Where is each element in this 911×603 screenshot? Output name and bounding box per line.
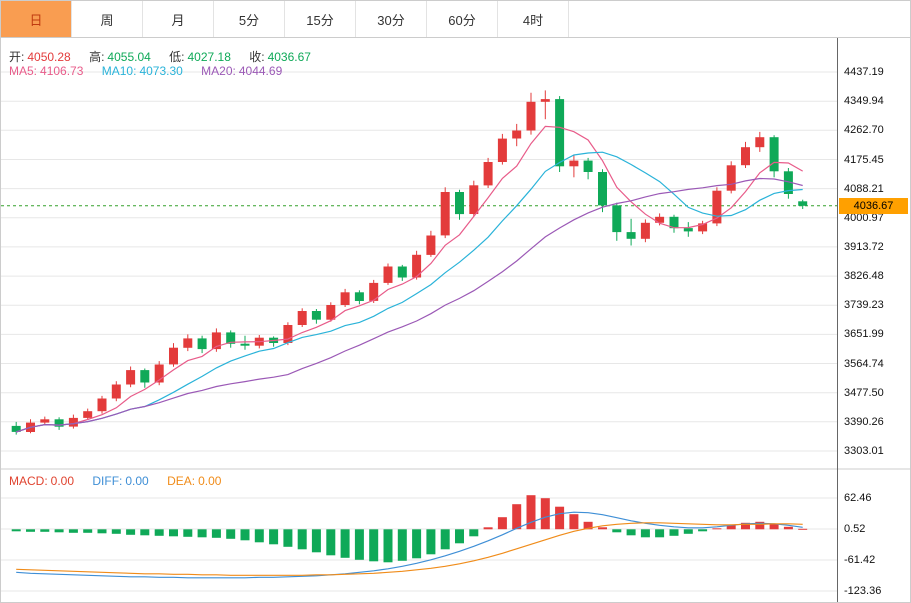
price-axis-label: 3564.74 xyxy=(844,357,884,370)
high-value: 4055.04 xyxy=(107,50,151,64)
main-gridlines xyxy=(1,71,837,452)
ma20-label: MA20: 4044.69 xyxy=(201,64,283,78)
dea-label: DEA: 0.00 xyxy=(167,474,222,488)
macd-header: MACD: 0.00 DIFF: 0.00 DEA: 0.00 xyxy=(9,474,236,488)
price-axis-label: 4000.97 xyxy=(844,211,884,224)
tab-month[interactable]: 月 xyxy=(143,1,214,37)
ma5-label: MA5: 4106.73 xyxy=(9,64,84,78)
dea-line xyxy=(16,522,803,576)
price-axis-label: 4349.94 xyxy=(844,95,884,108)
price-axis-label: 3739.23 xyxy=(844,299,884,312)
ma10-line xyxy=(16,151,803,433)
price-axis-label: 3303.01 xyxy=(844,445,884,457)
price-axis-label: 3651.99 xyxy=(844,328,884,341)
ohlc-header: 开: 4050.28 高: 4055.04 低: 4027.18 收: 4036.67 xyxy=(9,48,326,65)
price-axis-label: 4262.70 xyxy=(844,124,884,137)
chart-area: 开: 4050.28 高: 4055.04 低: 4027.18 收: 4036.67 … xyxy=(1,38,910,602)
macd-label: MACD: 0.00 xyxy=(9,474,75,488)
tab-15min[interactable]: 15分 xyxy=(285,1,356,37)
tab-4hour[interactable]: 4时 xyxy=(498,1,569,37)
open-pair: 开: 4050.28 xyxy=(9,50,71,64)
price-axis-label: 4175.45 xyxy=(844,153,884,166)
macd-axis-label: -123.36 xyxy=(844,585,882,597)
macd-axis-label: 62.46 xyxy=(844,492,872,504)
price-axis-label: 3477.50 xyxy=(844,386,884,399)
macd-axis-label: -61.42 xyxy=(844,554,876,566)
macd-histogram xyxy=(11,495,808,563)
tab-day[interactable]: 日 xyxy=(1,1,72,37)
current-price-badge: 4036.67 xyxy=(839,198,908,214)
chart-canvas[interactable] xyxy=(1,38,910,602)
price-axis-label: 4437.19 xyxy=(844,66,884,78)
ma10-label: MA10: 4073.30 xyxy=(101,64,183,78)
open-value: 4050.28 xyxy=(27,50,71,64)
candles-group xyxy=(11,90,808,435)
low-value: 4027.18 xyxy=(187,50,231,64)
price-axis-label: 3913.72 xyxy=(844,240,884,253)
ma5-line xyxy=(16,125,803,433)
low-pair: 低: 4027.18 xyxy=(169,50,231,64)
price-axis-label: 3390.26 xyxy=(844,415,884,428)
macd-axis-label: 0.52 xyxy=(844,523,866,535)
diff-label: DIFF: 0.00 xyxy=(92,474,149,488)
tab-week[interactable]: 周 xyxy=(72,1,143,37)
close-pair: 收: 4036.67 xyxy=(249,50,311,64)
price-axis-label: 4088.21 xyxy=(844,182,884,195)
price-axis-label: 3826.48 xyxy=(844,270,884,283)
tabbar: 日周月 5分 15分 30分 60分 4时 xyxy=(1,1,910,38)
tab-30min[interactable]: 30分 xyxy=(356,1,427,37)
diff-line xyxy=(16,511,803,579)
ma20-line xyxy=(16,177,803,433)
tab-60min[interactable]: 60分 xyxy=(427,1,498,37)
macd-gridlines xyxy=(1,497,837,592)
high-pair: 高: 4055.04 xyxy=(89,50,151,64)
close-value: 4036.67 xyxy=(267,50,311,64)
tab-5min[interactable]: 5分 xyxy=(214,1,285,37)
ma-header: MA5: 4106.73 MA10: 4073.30 MA20: 4044.69 xyxy=(9,64,297,78)
